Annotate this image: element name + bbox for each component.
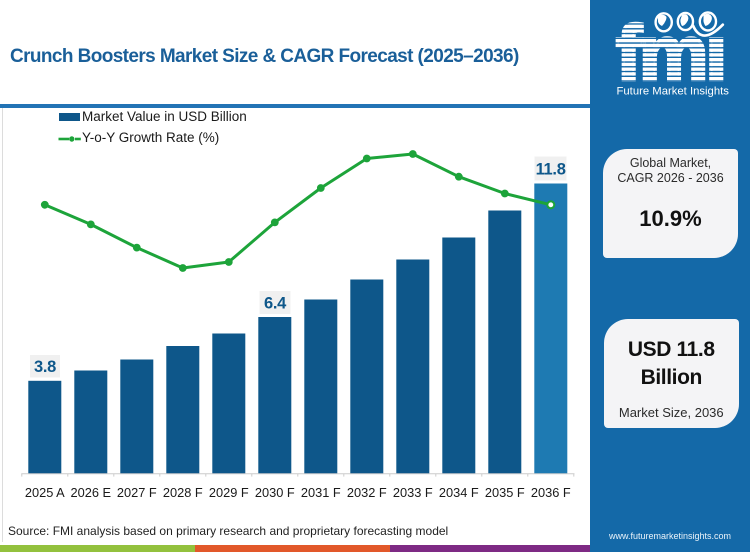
- svg-text:2033 F: 2033 F: [393, 485, 433, 500]
- svg-text:2028 F: 2028 F: [163, 485, 203, 500]
- svg-text:2036 F: 2036 F: [531, 485, 571, 500]
- svg-text:2026 E: 2026 E: [71, 485, 112, 500]
- svg-text:11.8: 11.8: [536, 161, 566, 179]
- svg-text:2030 F: 2030 F: [255, 485, 295, 500]
- svg-text:2035 F: 2035 F: [485, 485, 525, 500]
- svg-text:3.8: 3.8: [34, 358, 56, 376]
- svg-text:2027 F: 2027 F: [117, 485, 157, 500]
- svg-text:2025 A: 2025 A: [25, 485, 65, 500]
- svg-text:Future Market Insights: Future Market Insights: [617, 86, 730, 98]
- svg-text:2029 F: 2029 F: [209, 485, 249, 500]
- svg-text:2034 F: 2034 F: [439, 485, 479, 500]
- svg-text:6.4: 6.4: [264, 295, 287, 313]
- svg-text:2031 F: 2031 F: [301, 485, 341, 500]
- svg-text:2032 F: 2032 F: [347, 485, 387, 500]
